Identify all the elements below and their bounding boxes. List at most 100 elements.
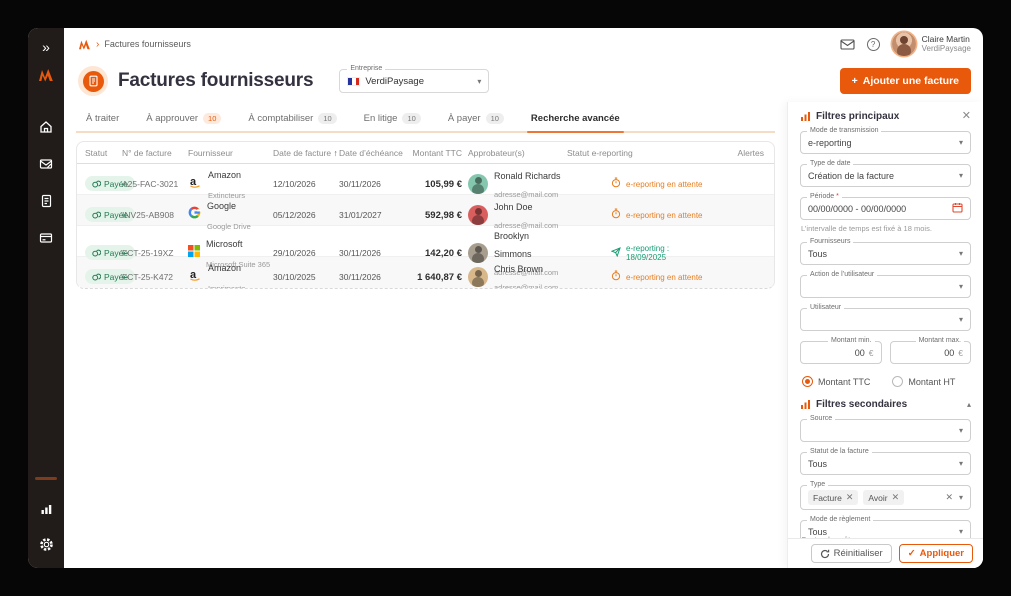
add-invoice-button[interactable]: + Ajouter une facture — [839, 68, 971, 94]
expand-sidebar-icon[interactable]: » — [42, 39, 50, 55]
table-row[interactable]: Payée INV25-AB908 Google Google Drive 05/… — [77, 195, 774, 231]
ereporting-status: e-reporting en attente — [626, 179, 703, 189]
approver-name: Ronald Richards — [494, 171, 561, 181]
top-bar: › Factures fournisseurs ? Claire Martin … — [64, 28, 983, 60]
amount: 592,98 € — [425, 209, 462, 221]
google-logo-icon — [188, 206, 201, 224]
transmission-mode-select[interactable]: Mode de transmission e-reporting ▾ — [800, 127, 971, 154]
approver-avatar — [468, 174, 488, 194]
radio-montant-ttc[interactable]: Montant TTC — [802, 376, 870, 387]
period-helper-text: L’intervalle de temps est fixé à 18 mois… — [801, 224, 932, 233]
help-icon[interactable]: ? — [866, 37, 880, 51]
chevron-down-icon: ▾ — [958, 249, 963, 258]
filters-footer: Réinitialiser ✓ Appliquer — [788, 538, 983, 568]
ereporting-status: e-reporting en attente — [626, 272, 703, 282]
app-window: » — [28, 28, 983, 568]
approver-name: Brooklyn Simmons — [494, 231, 532, 259]
col-numero[interactable]: N° de facture — [122, 147, 172, 158]
vendor-subtitle: Google Drive — [207, 222, 251, 231]
chip-close-icon[interactable]: ✕ — [845, 492, 854, 502]
chevron-down-icon: ▾ — [958, 282, 963, 291]
nav-payments-icon[interactable] — [34, 226, 58, 250]
nav-settings-gear-icon[interactable] — [34, 532, 58, 556]
chevron-down-icon: ▾ — [958, 493, 963, 502]
invoice-number: A25-FAC-3021 — [122, 179, 179, 189]
euro-suffix: € — [958, 347, 963, 358]
company-select-value: VerdiPaysage — [365, 75, 424, 87]
chip-close-icon[interactable]: ✕ — [891, 492, 900, 502]
main-area: › Factures fournisseurs ? Claire Martin … — [64, 28, 983, 568]
nav-inbox-icon[interactable] — [34, 152, 58, 176]
tab-a-traiter[interactable]: À traiter — [86, 113, 120, 124]
amount: 105,99 € — [425, 178, 462, 190]
chip-facture[interactable]: Facture ✕ — [808, 490, 859, 505]
status-badge: Payée — [85, 269, 136, 284]
user-action-select[interactable]: Action de l’utilisateur ▾ — [800, 271, 971, 298]
date-type-select[interactable]: Type de date Création de la facture ▾ — [800, 160, 971, 187]
user-select[interactable]: Utilisateur ▾ — [800, 304, 971, 331]
calendar-icon[interactable] — [952, 200, 963, 218]
col-approbateurs[interactable]: Approbateur(s) — [468, 147, 525, 158]
radio-unselected-icon — [892, 376, 904, 387]
table-row[interactable]: Payée FCT-25-19XZ Microsoft Microsoft Sui… — [77, 226, 774, 277]
mail-icon[interactable] — [840, 38, 855, 50]
plus-icon: + — [851, 75, 858, 87]
table-row[interactable]: Payée A25-FAC-3021 a Amazon Extincteurs 1… — [77, 164, 774, 200]
nav-analytics-icon[interactable] — [34, 497, 58, 521]
payment-mode-select[interactable]: Mode de règlement Tous ▾ — [800, 516, 971, 538]
approver-email: adresse@mail.com — [494, 283, 559, 289]
period-input[interactable]: Période * 00/00/0000 - 00/00/0000 — [800, 193, 971, 220]
vendor-name: Amazon — [208, 263, 242, 273]
svg-text:a: a — [190, 269, 197, 281]
col-statut[interactable]: Statut — [85, 147, 108, 158]
company-select[interactable]: Entreprise VerdiPaysage ▾ — [339, 65, 490, 93]
col-fournisseur[interactable]: Fournisseur — [188, 147, 233, 158]
suppliers-select[interactable]: Fournisseurs Tous ▾ — [800, 238, 971, 265]
amount-max-input[interactable]: Montant max. 00 € — [889, 337, 971, 364]
col-date-facture[interactable]: Date de facture ↑ — [273, 147, 338, 158]
page-title: Factures fournisseurs — [118, 70, 314, 91]
tab-a-payer[interactable]: À payer 10 — [448, 113, 504, 131]
vendor-name: Amazon — [208, 170, 242, 180]
chip-avoir[interactable]: Avoir ✕ — [863, 490, 905, 505]
svg-text:a: a — [190, 176, 197, 188]
nav-home-icon[interactable] — [34, 115, 58, 139]
secondary-filters-title: Filtres secondaires — [816, 399, 908, 410]
col-alertes[interactable]: Alertes — [737, 147, 764, 158]
reset-button[interactable]: Réinitialiser — [810, 544, 892, 563]
radio-selected-icon — [802, 376, 813, 387]
amount: 1 640,87 € — [417, 271, 462, 283]
invoice-status-select[interactable]: Statut de la facture Tous ▾ — [800, 448, 971, 475]
clear-all-icon[interactable]: ✕ — [945, 492, 953, 502]
table-row[interactable]: Payée FCT-25-K472 a Amazon Imprimante 30/… — [77, 257, 774, 288]
breadcrumb-label[interactable]: Factures fournisseurs — [104, 39, 191, 49]
approver-email: adresse@mail.com — [494, 268, 559, 277]
company-select-label: Entreprise — [347, 65, 386, 72]
amount-min-input[interactable]: Montant min. 00 € — [800, 337, 882, 364]
chevron-up-icon[interactable]: ▴ — [966, 400, 971, 409]
tab-en-litige[interactable]: En litige 10 — [364, 113, 421, 131]
filters-icon — [801, 112, 810, 121]
chevron-down-icon: ▾ — [477, 76, 482, 86]
invoice-date: 30/10/2025 — [273, 272, 316, 282]
col-ereporting[interactable]: Statut e-reporting — [567, 147, 633, 158]
close-icon[interactable]: ✕ — [961, 110, 971, 122]
col-montant[interactable]: Montant TTC — [412, 147, 462, 158]
sort-asc-icon: ↑ — [333, 147, 338, 158]
tab-a-approuver[interactable]: À approuver 10 — [146, 113, 222, 131]
tab-badge: 10 — [485, 113, 504, 124]
nav-invoices-icon[interactable] — [34, 189, 58, 213]
radio-montant-ht[interactable]: Montant HT — [892, 376, 955, 387]
col-date-echeance[interactable]: Date d’échéance — [339, 147, 403, 158]
rail-divider — [35, 477, 57, 480]
amount: 142,20 € — [425, 247, 462, 259]
status-badge: Payée — [85, 245, 136, 260]
apply-button[interactable]: ✓ Appliquer — [898, 544, 973, 563]
source-select[interactable]: Source ▾ — [800, 415, 971, 442]
tab-a-comptabiliser[interactable]: À comptabiliser 10 — [248, 113, 337, 131]
type-multiselect[interactable]: Type Facture ✕ Avoir ✕ ✕ ▾ — [800, 481, 971, 510]
ereporting-status: e-reporting en attente — [626, 210, 703, 220]
user-menu[interactable]: Claire Martin VerdiPaysage — [891, 32, 971, 56]
page-header: Factures fournisseurs Entreprise VerdiPa… — [64, 60, 983, 102]
tab-recherche-avancee[interactable]: Recherche avancée — [526, 113, 624, 133]
